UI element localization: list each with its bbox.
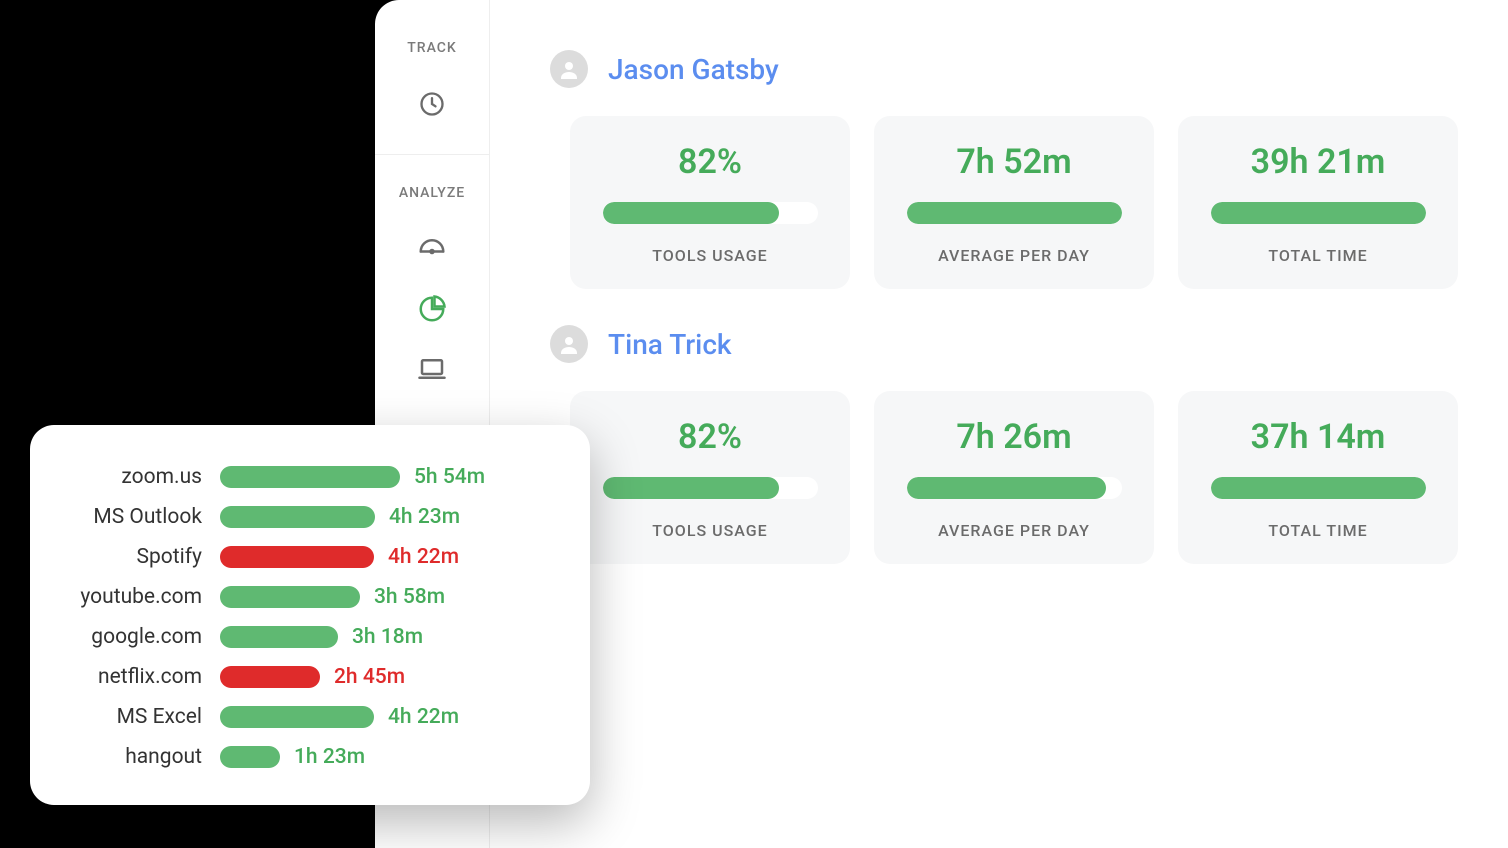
tool-label: google.com [40, 625, 220, 649]
tool-bar [220, 666, 320, 688]
tool-time: 4h 22m [388, 545, 459, 569]
stat-row: 82% TOOLS USAGE 7h 52m AVERAGE PER DAY 39h 2… [570, 116, 1488, 289]
stat-card: 7h 26m AVERAGE PER DAY [874, 391, 1154, 564]
tool-bar [220, 706, 374, 728]
tool-time: 3h 18m [352, 625, 423, 649]
stat-label: TOTAL TIME [1268, 246, 1367, 265]
tool-bar [220, 626, 338, 648]
user-name-link[interactable]: Tina Trick [608, 328, 732, 361]
stat-card: 82% TOOLS USAGE [570, 391, 850, 564]
stat-bar [1211, 477, 1426, 499]
tools-usage-card: zoom.us 5h 54m MS Outlook 4h 23m Spotify 4h 2… [30, 425, 590, 805]
stat-value: 82% [678, 142, 742, 182]
tool-label: MS Excel [40, 705, 220, 729]
tool-row: MS Excel 4h 22m [40, 697, 554, 737]
user-name-link[interactable]: Jason Gatsby [608, 53, 779, 86]
tool-row: youtube.com 3h 58m [40, 577, 554, 617]
stat-value: 82% [678, 417, 742, 457]
stat-bar-fill [603, 477, 779, 499]
tool-time: 2h 45m [334, 665, 405, 689]
tool-bar-wrap: 2h 45m [220, 665, 554, 689]
stat-card: 39h 21m TOTAL TIME [1178, 116, 1458, 289]
tool-label: netflix.com [40, 665, 220, 689]
stat-card: 7h 52m AVERAGE PER DAY [874, 116, 1154, 289]
stat-card: 82% TOOLS USAGE [570, 116, 850, 289]
stat-bar-fill [1211, 477, 1426, 499]
user-header: Tina Trick [550, 325, 1488, 363]
tool-bar [220, 586, 360, 608]
avatar [550, 325, 588, 363]
tool-time: 4h 23m [389, 505, 460, 529]
stat-label: TOTAL TIME [1268, 521, 1367, 540]
stat-bar [603, 477, 818, 499]
stat-value: 39h 21m [1251, 142, 1386, 182]
stat-bar [603, 202, 818, 224]
stat-label: TOOLS USAGE [652, 246, 767, 265]
stat-card: 37h 14m TOTAL TIME [1178, 391, 1458, 564]
stat-label: AVERAGE PER DAY [938, 521, 1090, 540]
tool-row: zoom.us 5h 54m [40, 457, 554, 497]
tool-time: 1h 23m [294, 745, 365, 769]
stat-row: 82% TOOLS USAGE 7h 26m AVERAGE PER DAY 37h 1… [570, 391, 1488, 564]
tool-bar-wrap: 3h 18m [220, 625, 554, 649]
stat-bar [907, 202, 1122, 224]
tool-bar-wrap: 5h 54m [220, 465, 554, 489]
tool-time: 3h 58m [374, 585, 445, 609]
analyze-dashboard-button[interactable] [408, 225, 456, 273]
stat-label: TOOLS USAGE [652, 521, 767, 540]
tool-label: MS Outlook [40, 505, 220, 529]
clock-icon [418, 90, 446, 118]
stat-value: 7h 52m [956, 142, 1071, 182]
tool-bar [220, 506, 375, 528]
content-area: Jason Gatsby 82% TOOLS USAGE 7h 52m AVERAGE … [490, 0, 1508, 848]
stat-bar [907, 477, 1122, 499]
tool-label: hangout [40, 745, 220, 769]
stat-label: AVERAGE PER DAY [938, 246, 1090, 265]
user-header: Jason Gatsby [550, 50, 1488, 88]
analyze-screens-button[interactable] [408, 345, 456, 393]
stat-value: 7h 26m [956, 417, 1071, 457]
tool-bar-wrap: 1h 23m [220, 745, 554, 769]
tool-row: Spotify 4h 22m [40, 537, 554, 577]
sidebar-track-label: TRACK [407, 40, 457, 56]
laptop-icon [417, 354, 447, 384]
tool-time: 4h 22m [388, 705, 459, 729]
pie-chart-icon [417, 294, 447, 324]
tool-bar-wrap: 4h 22m [220, 705, 554, 729]
tool-label: youtube.com [40, 585, 220, 609]
avatar [550, 50, 588, 88]
stat-bar-fill [1211, 202, 1426, 224]
tool-bar-wrap: 3h 58m [220, 585, 554, 609]
stat-bar-fill [603, 202, 779, 224]
tool-row: MS Outlook 4h 23m [40, 497, 554, 537]
person-icon [557, 332, 581, 356]
track-time-button[interactable] [408, 80, 456, 128]
tool-row: hangout 1h 23m [40, 737, 554, 777]
tool-label: zoom.us [40, 465, 220, 489]
tool-bar-wrap: 4h 22m [220, 545, 554, 569]
stat-value: 37h 14m [1251, 417, 1386, 457]
user-block: Jason Gatsby 82% TOOLS USAGE 7h 52m AVERAGE … [550, 50, 1488, 289]
stat-bar-fill [907, 202, 1122, 224]
tool-time: 5h 54m [414, 465, 485, 489]
tool-bar [220, 746, 280, 768]
tool-row: netflix.com 2h 45m [40, 657, 554, 697]
sidebar-analyze-label: ANALYZE [399, 185, 465, 201]
tool-bar [220, 466, 400, 488]
sidebar-divider [375, 154, 489, 155]
tool-bar [220, 546, 374, 568]
gauge-icon [417, 234, 447, 264]
person-icon [557, 57, 581, 81]
analyze-reports-button[interactable] [408, 285, 456, 333]
user-block: Tina Trick 82% TOOLS USAGE 7h 26m AVERAGE PE… [550, 325, 1488, 564]
tool-bar-wrap: 4h 23m [220, 505, 554, 529]
stat-bar-fill [907, 477, 1107, 499]
tool-row: google.com 3h 18m [40, 617, 554, 657]
tool-label: Spotify [40, 545, 220, 569]
stat-bar [1211, 202, 1426, 224]
